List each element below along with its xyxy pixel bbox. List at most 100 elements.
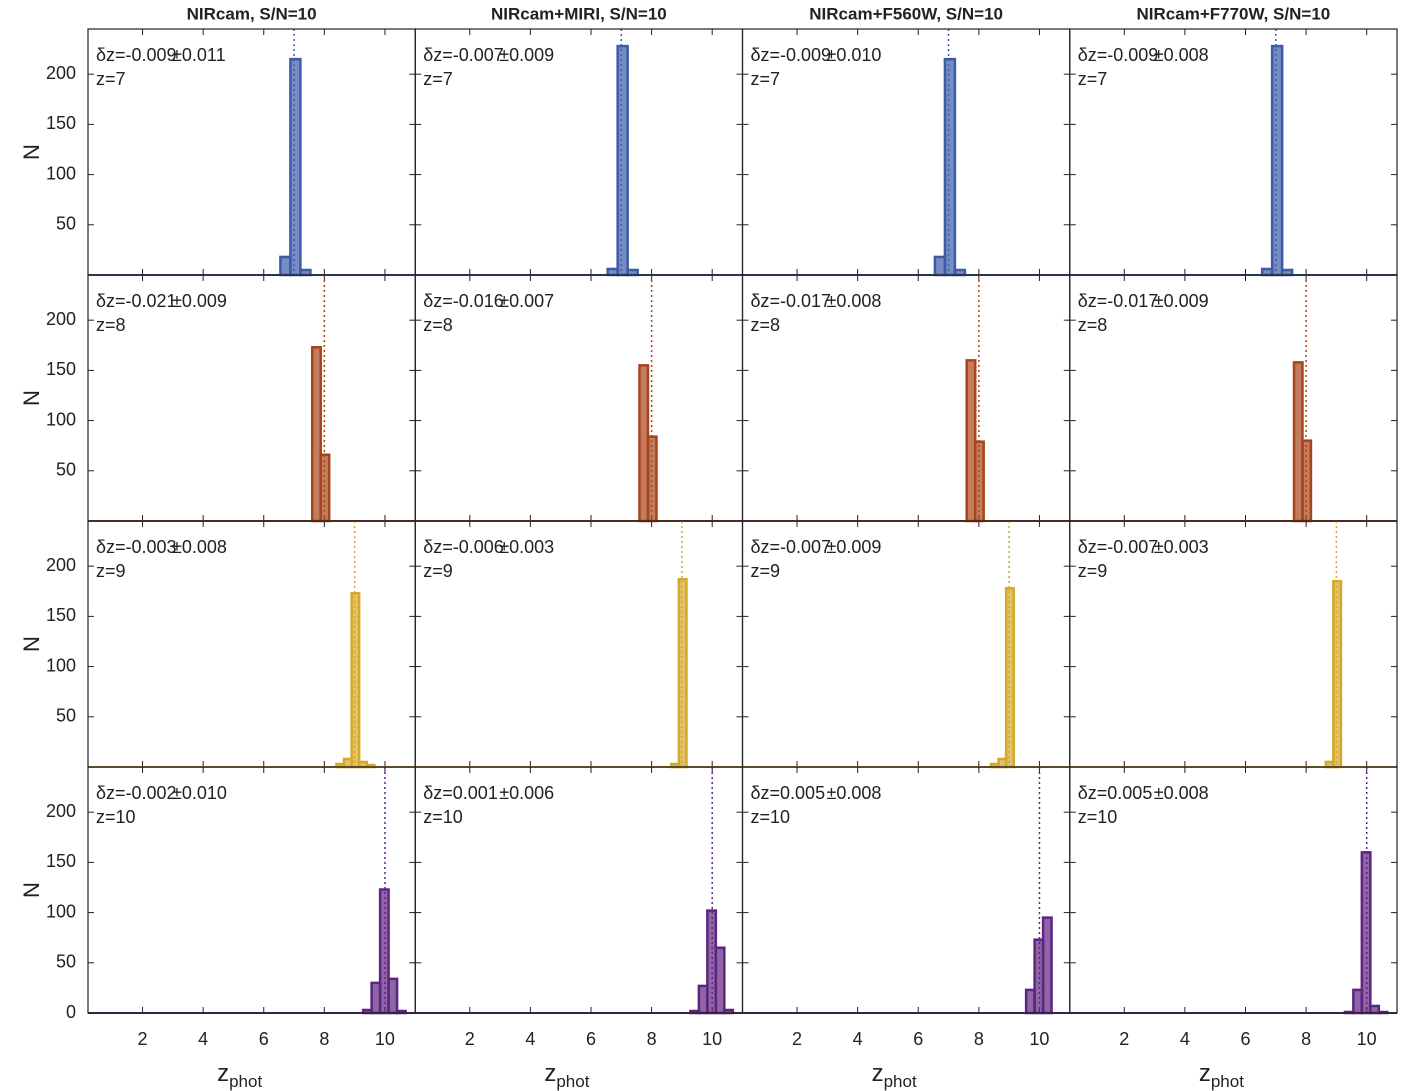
redshift-label: z=7 — [1078, 69, 1108, 89]
y-tick-label: 50 — [56, 214, 76, 234]
redshift-label: z=10 — [751, 807, 791, 827]
y-tick-label: 0 — [66, 1002, 76, 1022]
x-tick-label: 6 — [1240, 1029, 1250, 1049]
delta-z: δz=-0.006 — [423, 537, 504, 557]
x-tick-label: 6 — [259, 1029, 269, 1049]
x-axis-label: zphot — [217, 1060, 262, 1091]
x-tick-label: 8 — [1301, 1029, 1311, 1049]
panel-frame — [1069, 274, 1398, 522]
bar — [697, 984, 709, 1015]
redshift-label: z=10 — [96, 807, 136, 827]
x-tick-label: 2 — [792, 1029, 802, 1049]
panel-frame — [741, 274, 1071, 522]
delta-z: δz=-0.007 — [751, 537, 832, 557]
bar — [387, 977, 399, 1015]
error: ±0.009 — [827, 537, 882, 557]
bar — [943, 57, 957, 277]
redshift-label: z=9 — [423, 561, 453, 581]
delta-z: δz=0.001 — [423, 783, 498, 803]
error: ±0.008 — [1154, 783, 1209, 803]
redshift-label: z=8 — [96, 315, 126, 335]
error: ±0.003 — [499, 537, 554, 557]
x-tick-label: 8 — [974, 1029, 984, 1049]
bar — [646, 435, 658, 523]
column-title: NIRcam+MIRI, S/N=10 — [491, 4, 667, 23]
y-tick-label: 100 — [46, 901, 76, 921]
x-axis-label-subscript: phot — [556, 1072, 589, 1091]
y-tick-label: 200 — [46, 555, 76, 575]
bar — [1292, 361, 1304, 523]
error: ±0.003 — [1154, 537, 1209, 557]
panel-frame — [741, 766, 1071, 1014]
bar — [1352, 988, 1364, 1015]
bar — [350, 592, 361, 769]
panel-frame — [741, 28, 1071, 276]
x-tick-label: 2 — [1119, 1029, 1129, 1049]
bar — [933, 255, 947, 277]
bar — [1004, 587, 1015, 769]
y-axis-label: N — [19, 144, 44, 160]
delta-z: δz=-0.007 — [423, 45, 504, 65]
bar — [1024, 988, 1036, 1015]
y-axis-label: N — [19, 636, 44, 652]
y-tick-label: 50 — [56, 460, 76, 480]
x-tick-label: 10 — [375, 1029, 395, 1049]
error: ±0.006 — [499, 783, 554, 803]
delta-z: δz=-0.007 — [1078, 537, 1159, 557]
error: ±0.009 — [499, 45, 554, 65]
y-tick-label: 200 — [46, 309, 76, 329]
delta-z: δz=-0.009 — [1078, 45, 1159, 65]
bar — [1332, 579, 1343, 769]
column-title: NIRcam+F560W, S/N=10 — [809, 4, 1003, 23]
error: ±0.010 — [172, 783, 227, 803]
y-tick-label: 100 — [46, 655, 76, 675]
bar — [1260, 267, 1274, 277]
redshift-label: z=9 — [751, 561, 781, 581]
redshift-label: z=8 — [1078, 315, 1108, 335]
x-axis-label-subscript: phot — [1211, 1072, 1244, 1091]
panel-frame — [1069, 28, 1398, 276]
panel-frame — [87, 520, 416, 768]
x-axis-label: zphot — [872, 1060, 917, 1091]
panel-frame — [87, 28, 416, 276]
panel-frame — [1069, 520, 1398, 768]
delta-z: δz=-0.002 — [96, 783, 177, 803]
redshift-label: z=10 — [423, 807, 463, 827]
error: ±0.008 — [827, 783, 882, 803]
x-axis-label-main: z — [1199, 1060, 1211, 1087]
y-tick-label: 50 — [56, 952, 76, 972]
y-tick-label: 150 — [46, 359, 76, 379]
error: ±0.007 — [499, 291, 554, 311]
panel-frame — [414, 28, 744, 276]
bar — [1369, 1004, 1381, 1015]
bar — [279, 255, 292, 277]
delta-z: δz=-0.009 — [96, 45, 177, 65]
y-tick-label: 200 — [46, 63, 76, 83]
redshift-label: z=9 — [1078, 561, 1108, 581]
panel-frame — [87, 766, 416, 1014]
panel-frame — [1069, 766, 1398, 1014]
bar — [616, 44, 629, 277]
panel-frame — [741, 520, 1071, 768]
y-tick-label: 100 — [46, 409, 76, 429]
error: ±0.009 — [1154, 291, 1209, 311]
y-axis-label: N — [19, 882, 44, 898]
y-tick-label: 50 — [56, 706, 76, 726]
bar — [606, 267, 619, 277]
bar — [714, 946, 726, 1015]
panel-frame — [414, 520, 744, 768]
panel-frame — [87, 274, 416, 522]
x-tick-label: 4 — [1180, 1029, 1190, 1049]
x-tick-label: 8 — [319, 1029, 329, 1049]
x-tick-label: 2 — [138, 1029, 148, 1049]
redshift-label: z=10 — [1078, 807, 1118, 827]
delta-z: δz=-0.017 — [1078, 291, 1159, 311]
y-tick-label: 100 — [46, 163, 76, 183]
bar — [626, 268, 639, 277]
bar — [289, 57, 302, 277]
x-tick-label: 8 — [647, 1029, 657, 1049]
redshift-label: z=7 — [751, 69, 781, 89]
delta-z: δz=0.005 — [751, 783, 826, 803]
y-tick-label: 200 — [46, 801, 76, 821]
